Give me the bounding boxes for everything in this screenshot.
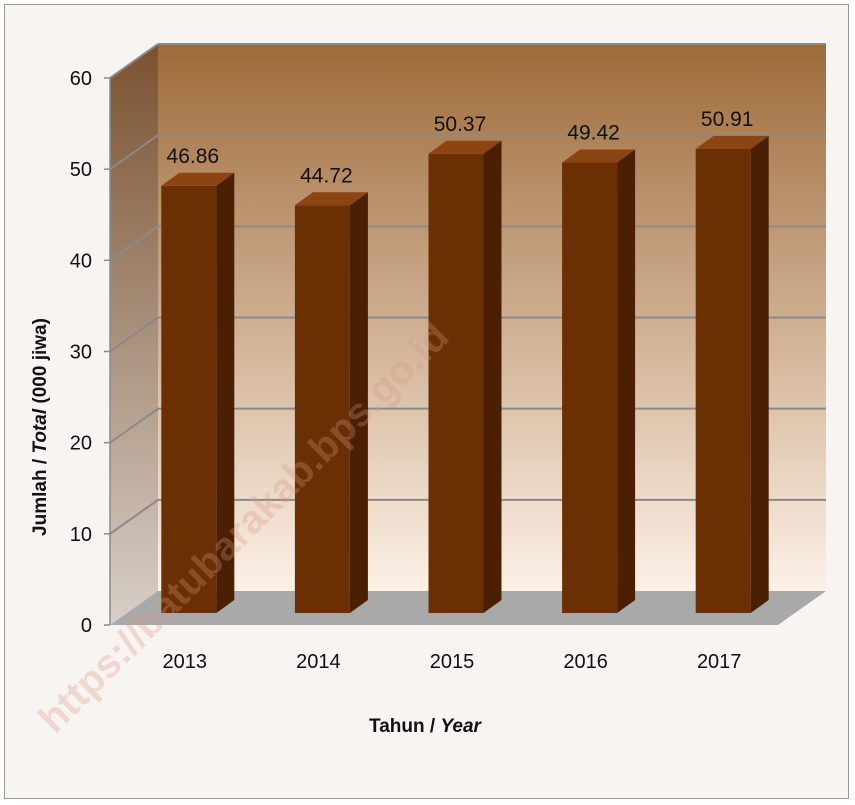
bar-side: [216, 172, 235, 613]
y-axis-ticks: 0 10 20 30 40 50 60: [70, 68, 92, 637]
x-axis-title-italic: Year: [440, 716, 482, 737]
bar: [161, 172, 235, 613]
bar: [294, 192, 368, 613]
y-tick-label: 0: [81, 615, 92, 637]
y-axis-title-italic: Total: [30, 408, 51, 453]
bar-side: [750, 135, 769, 614]
x-tick-label: 2015: [430, 651, 475, 673]
bar: [428, 140, 502, 613]
bar-side: [349, 192, 368, 613]
bar-side: [617, 149, 636, 613]
bar-top: [161, 172, 235, 186]
data-label: 44.72: [300, 164, 353, 187]
bar: [562, 149, 636, 613]
data-labels: 46.86 44.72 50.37 49.42 50.91: [167, 108, 754, 187]
x-axis-ticks: 2013 2014 2015 2016 2017: [163, 651, 742, 673]
y-tick-label: 60: [70, 68, 92, 90]
y-tick-label: 30: [70, 342, 92, 364]
gridline-side: [109, 499, 159, 535]
data-label: 50.37: [434, 113, 487, 136]
bar-side: [483, 140, 502, 613]
y-axis-title-pre: Jumlah /: [30, 454, 51, 536]
bar-top: [562, 149, 636, 163]
bar-front: [695, 148, 751, 614]
x-tick-label: 2016: [563, 651, 608, 673]
x-tick-label: 2013: [163, 651, 208, 673]
x-tick-label: 2014: [296, 651, 341, 673]
x-axis-title: Tahun / Year: [369, 716, 483, 737]
bar-front: [161, 185, 217, 613]
gridline-side: [109, 407, 159, 444]
y-axis-title-post: (000 jiwa): [30, 318, 51, 409]
x-tick-label: 2017: [697, 651, 742, 673]
y-tick-label: 10: [70, 524, 92, 546]
bar-top: [294, 192, 368, 206]
gridline-side: [109, 316, 159, 353]
bar-top: [695, 135, 769, 149]
y-axis-title: Jumlah / Total (000 jiwa): [30, 318, 51, 536]
y-tick-label: 20: [70, 433, 92, 455]
bar-front: [294, 205, 350, 613]
gridline-side: [109, 225, 159, 262]
x-axis-title-plain: Tahun /: [369, 716, 440, 737]
bar-front: [428, 153, 484, 613]
gridline-side: [109, 134, 159, 170]
y-tick-label: 50: [70, 159, 92, 181]
data-label: 46.86: [167, 145, 220, 168]
bars: [161, 135, 769, 614]
bar: [695, 135, 769, 614]
y-tick-label: 40: [70, 250, 92, 272]
gridline-side: [109, 43, 159, 79]
bar-front: [562, 162, 618, 613]
data-label: 50.91: [701, 108, 754, 131]
data-label: 49.42: [567, 121, 620, 144]
bar-top: [428, 140, 502, 154]
